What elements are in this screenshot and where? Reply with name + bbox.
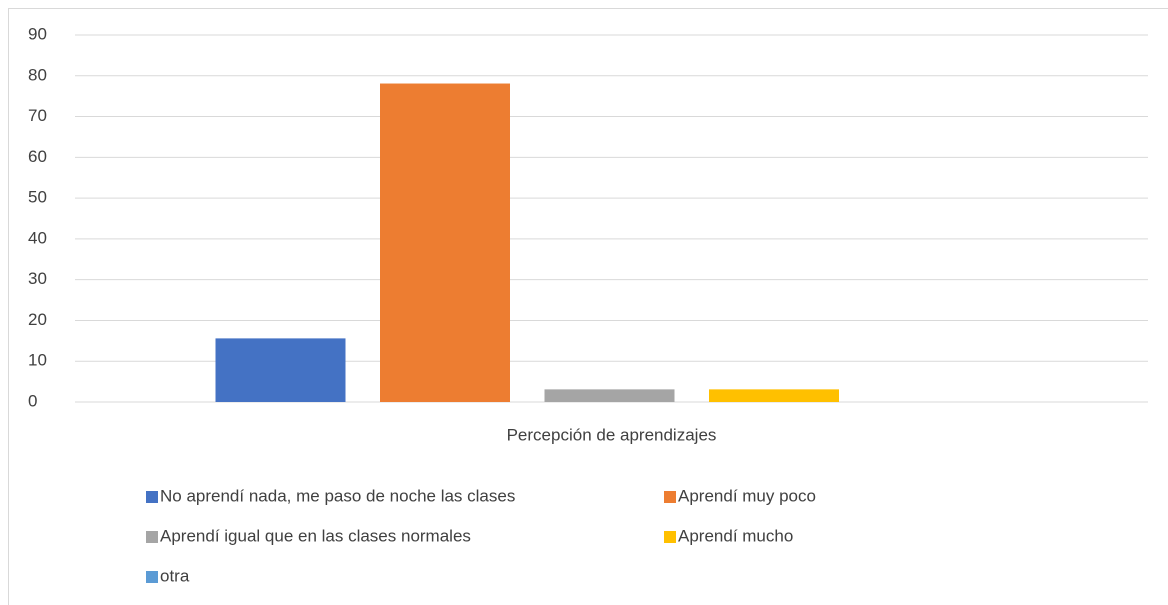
bar [380, 83, 510, 402]
legend-swatch [146, 491, 158, 503]
legend-swatch [664, 491, 676, 503]
x-tick-label: Percepción de aprendizajes [507, 425, 717, 444]
y-tick-label: 90 [28, 24, 47, 43]
y-tick-label: 50 [28, 188, 47, 207]
bar [215, 338, 346, 402]
legend-swatch [664, 531, 676, 543]
bar [544, 389, 675, 402]
y-tick-label: 0 [28, 391, 37, 410]
legend-label: otra [160, 566, 190, 585]
legend-label: Aprendí igual que en las clases normales [160, 526, 471, 545]
y-tick-label: 20 [28, 310, 47, 329]
legend-swatch [146, 531, 158, 543]
y-tick-label: 80 [28, 65, 47, 84]
y-tick-label: 10 [28, 351, 47, 370]
y-tick-label: 60 [28, 147, 47, 166]
legend-label: Aprendí muy poco [678, 486, 816, 505]
y-tick-label: 70 [28, 106, 47, 125]
bar [709, 389, 839, 402]
legend-label: Aprendí mucho [678, 526, 793, 545]
y-tick-label: 30 [28, 269, 47, 288]
chart-border [8, 8, 1168, 605]
legend-swatch [146, 571, 158, 583]
y-tick-label: 40 [28, 228, 47, 247]
legend-label: No aprendí nada, me paso de noche las cl… [160, 486, 515, 505]
